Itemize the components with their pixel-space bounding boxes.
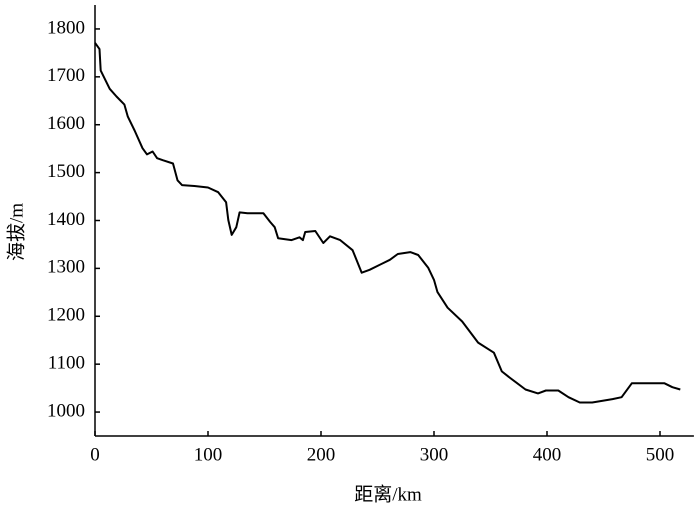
y-tick-label: 1700	[47, 65, 85, 86]
elevation-line	[94, 42, 681, 404]
y-tick-label: 1500	[47, 161, 85, 182]
y-tick-label: 1400	[47, 209, 85, 230]
y-tick-label: 1800	[47, 17, 85, 38]
x-tick-label: 0	[90, 444, 100, 465]
y-axis-label: 海拔/m	[5, 203, 27, 261]
y-tick-label: 1600	[47, 113, 85, 134]
x-tick-label: 100	[194, 444, 223, 465]
y-tick-label: 1300	[47, 257, 85, 278]
x-tick-label: 500	[646, 444, 675, 465]
y-tick-label: 1100	[48, 353, 85, 374]
x-tick-label: 300	[420, 444, 449, 465]
x-tick-label: 200	[307, 444, 336, 465]
x-tick-label: 400	[533, 444, 562, 465]
y-tick-label: 1000	[47, 400, 85, 421]
y-tick-label: 1200	[47, 305, 85, 326]
x-axis-label: 距离/km	[354, 483, 422, 505]
